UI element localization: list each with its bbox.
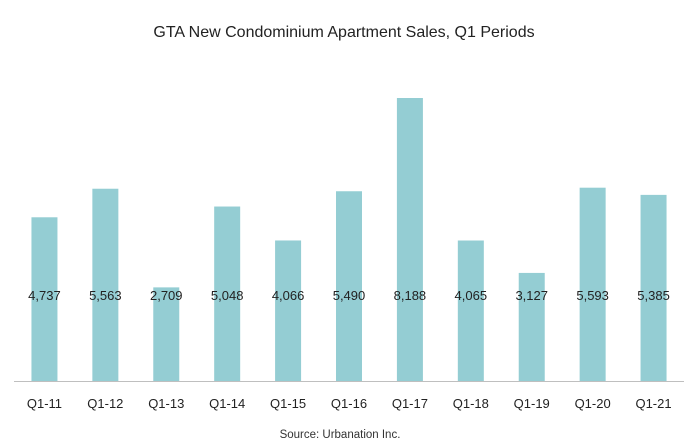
bar-q1-11: [31, 217, 58, 381]
x-tick-label-q1-12: Q1-12: [87, 396, 123, 411]
bar-q1-16: [336, 191, 362, 381]
bar-q1-18: [457, 240, 484, 381]
data-label-q1-12: 5,563: [89, 288, 122, 303]
bar-q1-13: [153, 287, 180, 381]
bar-q1-12: [92, 188, 119, 381]
data-label-q1-18: 4,065: [455, 288, 488, 303]
bar-series: [31, 98, 667, 381]
x-tick-label-q1-18: Q1-18: [453, 396, 489, 411]
data-label-q1-14: 5,048: [211, 288, 244, 303]
x-tick-label-q1-11: Q1-11: [27, 396, 62, 411]
x-tick-label-q1-21: Q1-21: [635, 396, 671, 411]
x-tick-label-q1-17: Q1-17: [392, 396, 428, 411]
x-tick-label-q1-14: Q1-14: [209, 396, 245, 411]
data-label-q1-13: 2,709: [150, 288, 183, 303]
x-tick-label-q1-16: Q1-16: [331, 396, 367, 411]
bar-q1-15: [275, 240, 302, 381]
x-tick-label-q1-20: Q1-20: [575, 396, 611, 411]
bar-q1-17: [396, 98, 423, 381]
bar-q1-19: [518, 272, 545, 381]
x-axis-tick-labels: Q1-11 Q1-12 Q1-13 Q1-14 Q1-15 Q1-16 Q1-17 Q1-18…: [27, 396, 672, 411]
data-label-q1-15: 4,066: [272, 288, 305, 303]
bar-q1-14: [214, 206, 241, 381]
data-label-q1-21: 5,385: [637, 288, 670, 303]
data-labels: 4,737 5,563 2,709 5,048 4,066 5,490 8,188 4,065…: [28, 288, 670, 303]
data-label-q1-16: 5,490: [333, 288, 366, 303]
x-tick-label-q1-19: Q1-19: [514, 396, 550, 411]
data-label-q1-17: 8,188: [394, 288, 427, 303]
source-note: Source: Urbanation Inc.: [280, 429, 401, 441]
data-label-q1-20: 5,593: [576, 288, 609, 303]
bar-q1-20: [579, 187, 606, 381]
data-label-q1-11: 4,737: [28, 288, 61, 303]
bar-q1-21: [640, 194, 667, 381]
data-label-q1-19: 3,127: [515, 288, 548, 303]
x-tick-label-q1-15: Q1-15: [270, 396, 306, 411]
chart-title: GTA New Condominium Apartment Sales, Q1 …: [153, 24, 534, 41]
x-tick-label-q1-13: Q1-13: [148, 396, 184, 411]
